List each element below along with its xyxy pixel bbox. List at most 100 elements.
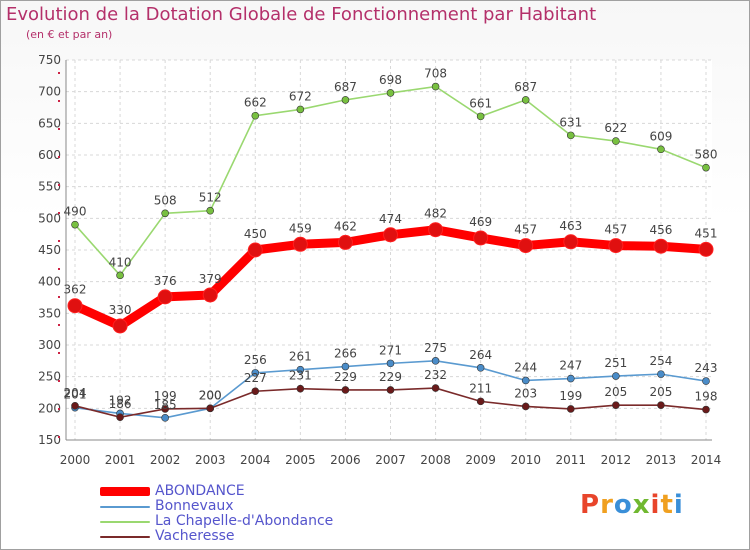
data-point xyxy=(251,387,260,396)
data-label: 264 xyxy=(469,348,492,362)
x-tick-label: 2006 xyxy=(330,453,361,467)
data-point xyxy=(431,82,440,91)
data-label: 232 xyxy=(424,368,447,382)
data-label: 672 xyxy=(289,89,312,103)
data-label: 362 xyxy=(64,283,87,297)
data-point xyxy=(657,370,665,378)
x-tick-label: 2008 xyxy=(420,453,451,467)
data-point xyxy=(653,238,669,254)
x-tick-label: 2007 xyxy=(375,453,406,467)
data-label: 622 xyxy=(604,121,627,135)
data-label: 227 xyxy=(244,371,267,385)
axis-mark xyxy=(58,352,60,354)
y-tick-label: 650 xyxy=(38,116,61,130)
data-point xyxy=(296,365,305,374)
data-point xyxy=(341,386,350,394)
data-point xyxy=(337,234,353,250)
data-label: 490 xyxy=(64,205,87,219)
chart-legend: ABONDANCE Bonnevaux La Chapelle-d'Abonda… xyxy=(100,484,333,544)
data-point xyxy=(473,230,489,246)
data-label: 661 xyxy=(469,96,492,110)
data-point xyxy=(386,386,395,394)
data-point xyxy=(608,238,624,254)
data-point xyxy=(206,206,215,215)
logo-letter: i xyxy=(650,490,661,520)
data-point xyxy=(612,137,620,145)
data-label: 631 xyxy=(559,115,582,129)
data-point xyxy=(566,405,575,413)
legend-label: La Chapelle-d'Abondance xyxy=(155,513,334,529)
data-label: 469 xyxy=(469,215,492,229)
data-point xyxy=(702,405,710,414)
data-label: 512 xyxy=(199,191,222,205)
data-label: 410 xyxy=(109,255,132,269)
data-label: 687 xyxy=(334,80,357,94)
legend-label: Bonnevaux xyxy=(155,498,234,514)
logo-letter: x xyxy=(632,490,651,520)
y-tick-label: 300 xyxy=(38,338,61,352)
data-point xyxy=(476,363,485,372)
data-point xyxy=(521,376,530,385)
legend-item-bonnevaux[interactable]: Bonnevaux xyxy=(100,499,333,514)
axis-mark xyxy=(58,408,60,410)
data-point xyxy=(247,242,263,258)
legend-swatch xyxy=(100,520,150,523)
data-label: 229 xyxy=(379,370,402,384)
legend-item-la-chapelle[interactable]: La Chapelle-d'Abondance xyxy=(100,514,333,529)
data-label: 231 xyxy=(289,369,312,383)
axis-mark xyxy=(58,436,60,438)
data-point xyxy=(296,384,305,393)
data-label: 254 xyxy=(649,354,672,368)
x-tick-label: 2014 xyxy=(691,453,722,467)
data-label: 198 xyxy=(695,390,718,404)
data-point xyxy=(612,372,620,380)
data-point xyxy=(292,236,308,252)
axis-mark xyxy=(58,72,60,74)
logo-letter: t xyxy=(660,490,674,520)
logo-letter: P xyxy=(580,490,601,520)
data-point xyxy=(566,374,575,383)
data-label: 251 xyxy=(604,356,627,370)
y-tick-label: 250 xyxy=(38,370,61,384)
axis-mark xyxy=(58,324,60,326)
data-point xyxy=(518,238,534,254)
data-label: 463 xyxy=(559,219,582,233)
data-label: 211 xyxy=(469,381,492,395)
data-label: 266 xyxy=(334,347,357,361)
proxiti-logo: Proxiti xyxy=(580,490,684,520)
y-tick-label: 500 xyxy=(38,211,61,225)
data-label: 275 xyxy=(424,341,447,355)
y-tick-label: 200 xyxy=(38,401,61,415)
data-point xyxy=(206,404,215,413)
data-point xyxy=(116,271,124,280)
data-point xyxy=(251,111,260,120)
data-label: 508 xyxy=(154,193,177,207)
data-point xyxy=(296,105,305,114)
logo-letter: i xyxy=(673,490,684,520)
y-tick-label: 750 xyxy=(38,53,61,67)
data-label: 204 xyxy=(64,386,87,400)
data-label: 662 xyxy=(244,96,267,110)
data-label: 482 xyxy=(424,207,447,221)
x-tick-label: 2013 xyxy=(646,453,677,467)
data-label: 199 xyxy=(559,389,582,403)
y-tick-label: 450 xyxy=(38,243,61,257)
x-tick-label: 2001 xyxy=(105,453,136,467)
data-label: 462 xyxy=(334,219,357,233)
data-point xyxy=(698,241,714,257)
legend-item-vacheresse[interactable]: Vacheresse xyxy=(100,529,333,544)
legend-item-abondance[interactable]: ABONDANCE xyxy=(100,484,333,499)
data-point xyxy=(431,384,440,392)
data-point xyxy=(341,362,350,371)
legend-swatch xyxy=(100,505,150,508)
x-tick-label: 2009 xyxy=(465,453,496,467)
y-tick-label: 400 xyxy=(38,275,61,289)
data-label: 203 xyxy=(514,386,537,400)
data-label: 330 xyxy=(109,303,132,317)
data-label: 205 xyxy=(604,385,627,399)
data-label: 457 xyxy=(514,223,537,237)
data-point xyxy=(702,163,710,172)
data-label: 271 xyxy=(379,343,402,357)
data-label: 708 xyxy=(424,67,447,81)
